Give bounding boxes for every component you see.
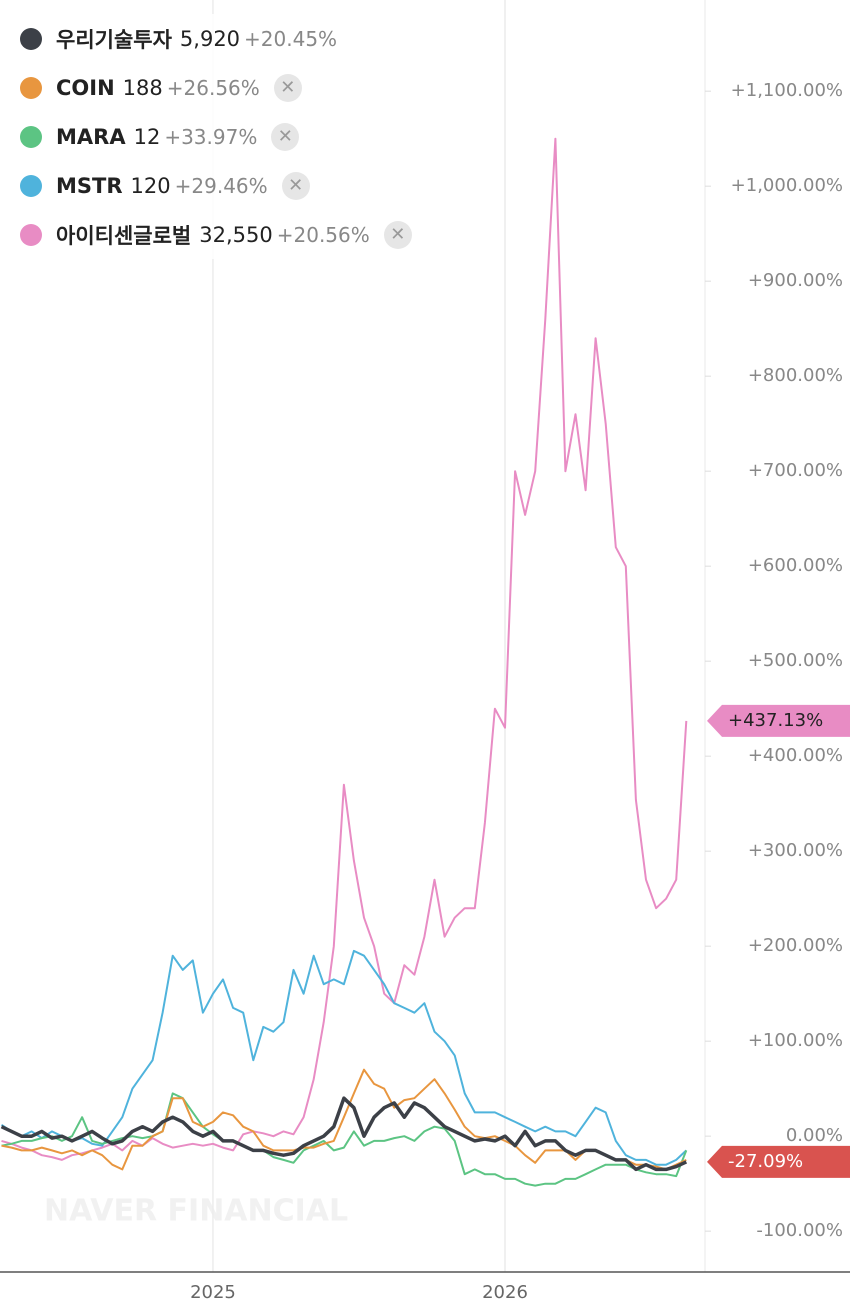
x-tick-label: 2026 (482, 1282, 528, 1303)
series-line (1, 1068, 687, 1171)
end-tag-label: -27.09% (728, 1151, 803, 1172)
series-line (1, 137, 688, 1161)
end-tag-label: +437.13% (728, 710, 823, 731)
end-tag (707, 704, 850, 737)
legend-change: +29.46% (174, 173, 268, 198)
legend-name: MARA (56, 124, 126, 149)
legend-change: +20.56% (276, 222, 370, 247)
legend-change: +20.45% (244, 26, 338, 51)
legend-swatch (20, 76, 42, 99)
legend-swatch (20, 223, 42, 246)
y-tick-label: +1,000.00% (731, 175, 843, 196)
end-tag (707, 1145, 850, 1178)
remove-button[interactable]: ✕ (273, 73, 302, 102)
legend-item: MSTR 120 +29.46% ✕ (20, 161, 418, 210)
legend-item: MARA 12 +33.97% ✕ (20, 112, 418, 161)
remove-button[interactable]: ✕ (383, 220, 412, 249)
legend-change: +33.97% (164, 124, 258, 149)
legend-swatch (20, 125, 42, 148)
y-tick-label: +900.00% (748, 270, 843, 291)
legend-name: 아이티센글로벌 (56, 223, 192, 248)
series-line (1, 1092, 688, 1187)
y-tick-label: +400.00% (748, 745, 843, 766)
y-tick-label: +800.00% (748, 365, 843, 386)
legend: 우리기술투자 5,920 +20.45% COIN 188 +26.56% ✕ MARA 12 +… (20, 14, 418, 259)
y-tick-label: +700.00% (748, 460, 843, 481)
legend-price: 120 (130, 173, 171, 198)
legend-item: COIN 188 +26.56% ✕ (20, 63, 418, 112)
legend-swatch (20, 174, 42, 197)
series-line (0, 1096, 688, 1172)
y-tick-label: +1,100.00% (731, 80, 843, 101)
legend-swatch (20, 27, 42, 50)
y-tick-label: +200.00% (748, 935, 843, 956)
watermark: NAVER FINANCIAL (44, 1194, 348, 1229)
legend-change: +26.56% (166, 75, 260, 100)
remove-button[interactable]: ✕ (281, 171, 310, 200)
legend-price: 188 (122, 75, 163, 100)
legend-price: 12 (133, 124, 161, 149)
legend-item: 아이티센글로벌 32,550 +20.56% ✕ (20, 210, 418, 259)
legend-price: 32,550 (199, 222, 273, 247)
y-tick-label: +100.00% (748, 1030, 843, 1051)
remove-button[interactable]: ✕ (271, 122, 300, 151)
legend-name: COIN (56, 75, 115, 100)
y-tick-label: +500.00% (748, 650, 843, 671)
legend-name: MSTR (56, 173, 123, 198)
legend-item: 우리기술투자 5,920 +20.45% (20, 14, 418, 63)
legend-name: 우리기술투자 (56, 27, 172, 52)
y-tick-label: -100.00% (756, 1220, 843, 1241)
x-tick-label: 2025 (190, 1282, 236, 1303)
legend-price: 5,920 (179, 26, 241, 51)
series-line (0, 949, 687, 1166)
y-tick-label: 0.00% (786, 1125, 843, 1146)
y-tick-label: +300.00% (748, 840, 843, 861)
y-tick-label: +600.00% (748, 555, 843, 576)
